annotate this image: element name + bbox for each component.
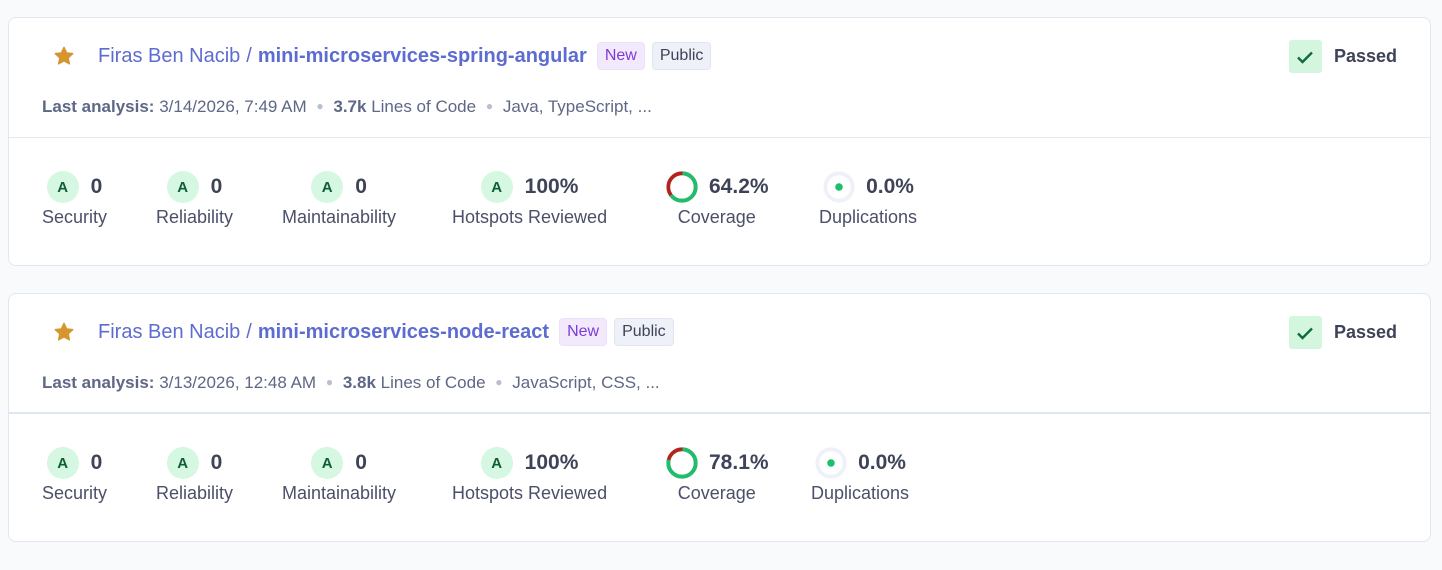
languages: Java, TypeScript, ... (502, 97, 652, 116)
project-card: Firas Ben Nacib / mini-microservices-spr… (8, 17, 1431, 266)
maintainability-label: Maintainability (282, 483, 397, 503)
project-title-row: Firas Ben Nacib / mini-microservices-nod… (53, 318, 674, 346)
dot-separator: ● (325, 375, 334, 389)
reliability-rating: A (166, 171, 199, 203)
project-measures: A 0 Security A 0 Reliability A 0 Maintai… (9, 414, 1430, 541)
owner-link[interactable]: Firas Ben Nacib (98, 44, 241, 67)
new-badge: New (596, 42, 645, 70)
reliability-rating: A (166, 447, 199, 479)
star-icon[interactable] (53, 321, 75, 343)
visibility-badge: Public (651, 42, 712, 70)
security-rating: A (46, 447, 79, 479)
maintainability-rating: A (311, 171, 344, 203)
project-meta: Last analysis: 3/13/2026, 12:48 AM ● 3.8… (42, 373, 660, 393)
hotspots-label: Hotspots Reviewed (452, 483, 608, 503)
quality-gate-status: Passed (1288, 40, 1397, 73)
project-card: Firas Ben Nacib / mini-microservices-nod… (8, 293, 1431, 542)
hotspots-value[interactable]: 100% (524, 175, 579, 198)
maintainability-value[interactable]: 0 (355, 451, 367, 474)
coverage-ring-icon (666, 171, 698, 203)
quality-gate-label: Passed (1333, 46, 1397, 66)
check-icon (1288, 40, 1322, 73)
project-list: Firas Ben Nacib / mini-microservices-spr… (8, 17, 1431, 569)
duplications-label: Duplications (811, 483, 910, 503)
coverage-label: Coverage (677, 483, 756, 503)
project-name-link[interactable]: mini-microservices-node-react (257, 320, 550, 343)
measure-maintainability[interactable]: A 0 Maintainability (282, 446, 396, 504)
project-card-header: Firas Ben Nacib / mini-microservices-spr… (9, 18, 1430, 138)
hotspots-value[interactable]: 100% (524, 451, 579, 474)
security-value[interactable]: 0 (90, 175, 103, 198)
hotspots-label: Hotspots Reviewed (452, 207, 608, 227)
duplications-label: Duplications (819, 207, 918, 227)
measure-coverage[interactable]: 78.1% Coverage (665, 446, 769, 504)
last-analysis-label: Last analysis: (42, 97, 155, 116)
path-separator: / (246, 320, 252, 343)
hotspots-rating: A (480, 447, 513, 479)
last-analysis-label: Last analysis: (42, 373, 155, 392)
dot-separator: ● (485, 99, 494, 113)
measure-hotspots[interactable]: A 100% Hotspots Reviewed (452, 170, 607, 228)
reliability-value[interactable]: 0 (210, 451, 223, 474)
reliability-label: Reliability (156, 207, 234, 227)
dot-separator: ● (316, 99, 324, 113)
duplications-dot-icon (823, 171, 855, 203)
measure-security[interactable]: A 0 Security (42, 170, 107, 228)
dot-separator: ● (495, 375, 503, 389)
coverage-label: Coverage (677, 207, 756, 227)
last-analysis-value: 3/13/2026, 12:48 AM (159, 373, 317, 392)
measure-duplications[interactable]: 0.0% Duplications (811, 446, 909, 504)
project-measures: A 0 Security A 0 Reliability A 0 Maintai… (9, 138, 1430, 265)
hotspots-rating: A (480, 171, 513, 203)
check-icon (1288, 316, 1322, 349)
coverage-ring-icon (666, 447, 698, 479)
reliability-value[interactable]: 0 (210, 175, 223, 198)
measure-coverage[interactable]: 64.2% Coverage (665, 170, 769, 228)
quality-gate-status: Passed (1288, 316, 1397, 349)
maintainability-value[interactable]: 0 (355, 175, 367, 198)
security-value[interactable]: 0 (90, 451, 103, 474)
loc-label: Lines of Code (380, 373, 486, 392)
duplications-value[interactable]: 0.0% (858, 451, 906, 474)
new-badge: New (559, 318, 608, 346)
measure-maintainability[interactable]: A 0 Maintainability (282, 170, 396, 228)
owner-link[interactable]: Firas Ben Nacib (98, 320, 241, 343)
loc-value: 3.7k (333, 97, 367, 116)
security-rating: A (46, 171, 79, 203)
reliability-label: Reliability (156, 483, 234, 503)
loc-value: 3.8k (342, 373, 376, 392)
project-name-link[interactable]: mini-microservices-spring-angular (257, 44, 587, 67)
languages: JavaScript, CSS, ... (512, 373, 660, 392)
measure-reliability[interactable]: A 0 Reliability (156, 446, 233, 504)
duplications-value[interactable]: 0.0% (866, 175, 914, 198)
project-card-header: Firas Ben Nacib / mini-microservices-nod… (9, 294, 1430, 414)
security-label: Security (42, 483, 108, 503)
loc-label: Lines of Code (371, 97, 477, 116)
measure-duplications[interactable]: 0.0% Duplications (819, 170, 917, 228)
project-title-row: Firas Ben Nacib / mini-microservices-spr… (53, 42, 712, 70)
quality-gate-label: Passed (1333, 322, 1397, 342)
path-separator: / (246, 44, 252, 67)
coverage-value[interactable]: 78.1% (709, 451, 769, 474)
measure-security[interactable]: A 0 Security (42, 446, 107, 504)
coverage-value[interactable]: 64.2% (709, 175, 769, 198)
maintainability-rating: A (311, 447, 344, 479)
maintainability-label: Maintainability (282, 207, 397, 227)
duplications-dot-icon (815, 447, 847, 479)
visibility-badge: Public (614, 318, 674, 346)
last-analysis-value: 3/14/2026, 7:49 AM (159, 97, 307, 116)
project-meta: Last analysis: 3/14/2026, 7:49 AM ● 3.7k… (42, 97, 652, 117)
measure-hotspots[interactable]: A 100% Hotspots Reviewed (452, 446, 607, 504)
security-label: Security (42, 207, 108, 227)
star-icon[interactable] (53, 45, 75, 67)
measure-reliability[interactable]: A 0 Reliability (156, 170, 233, 228)
